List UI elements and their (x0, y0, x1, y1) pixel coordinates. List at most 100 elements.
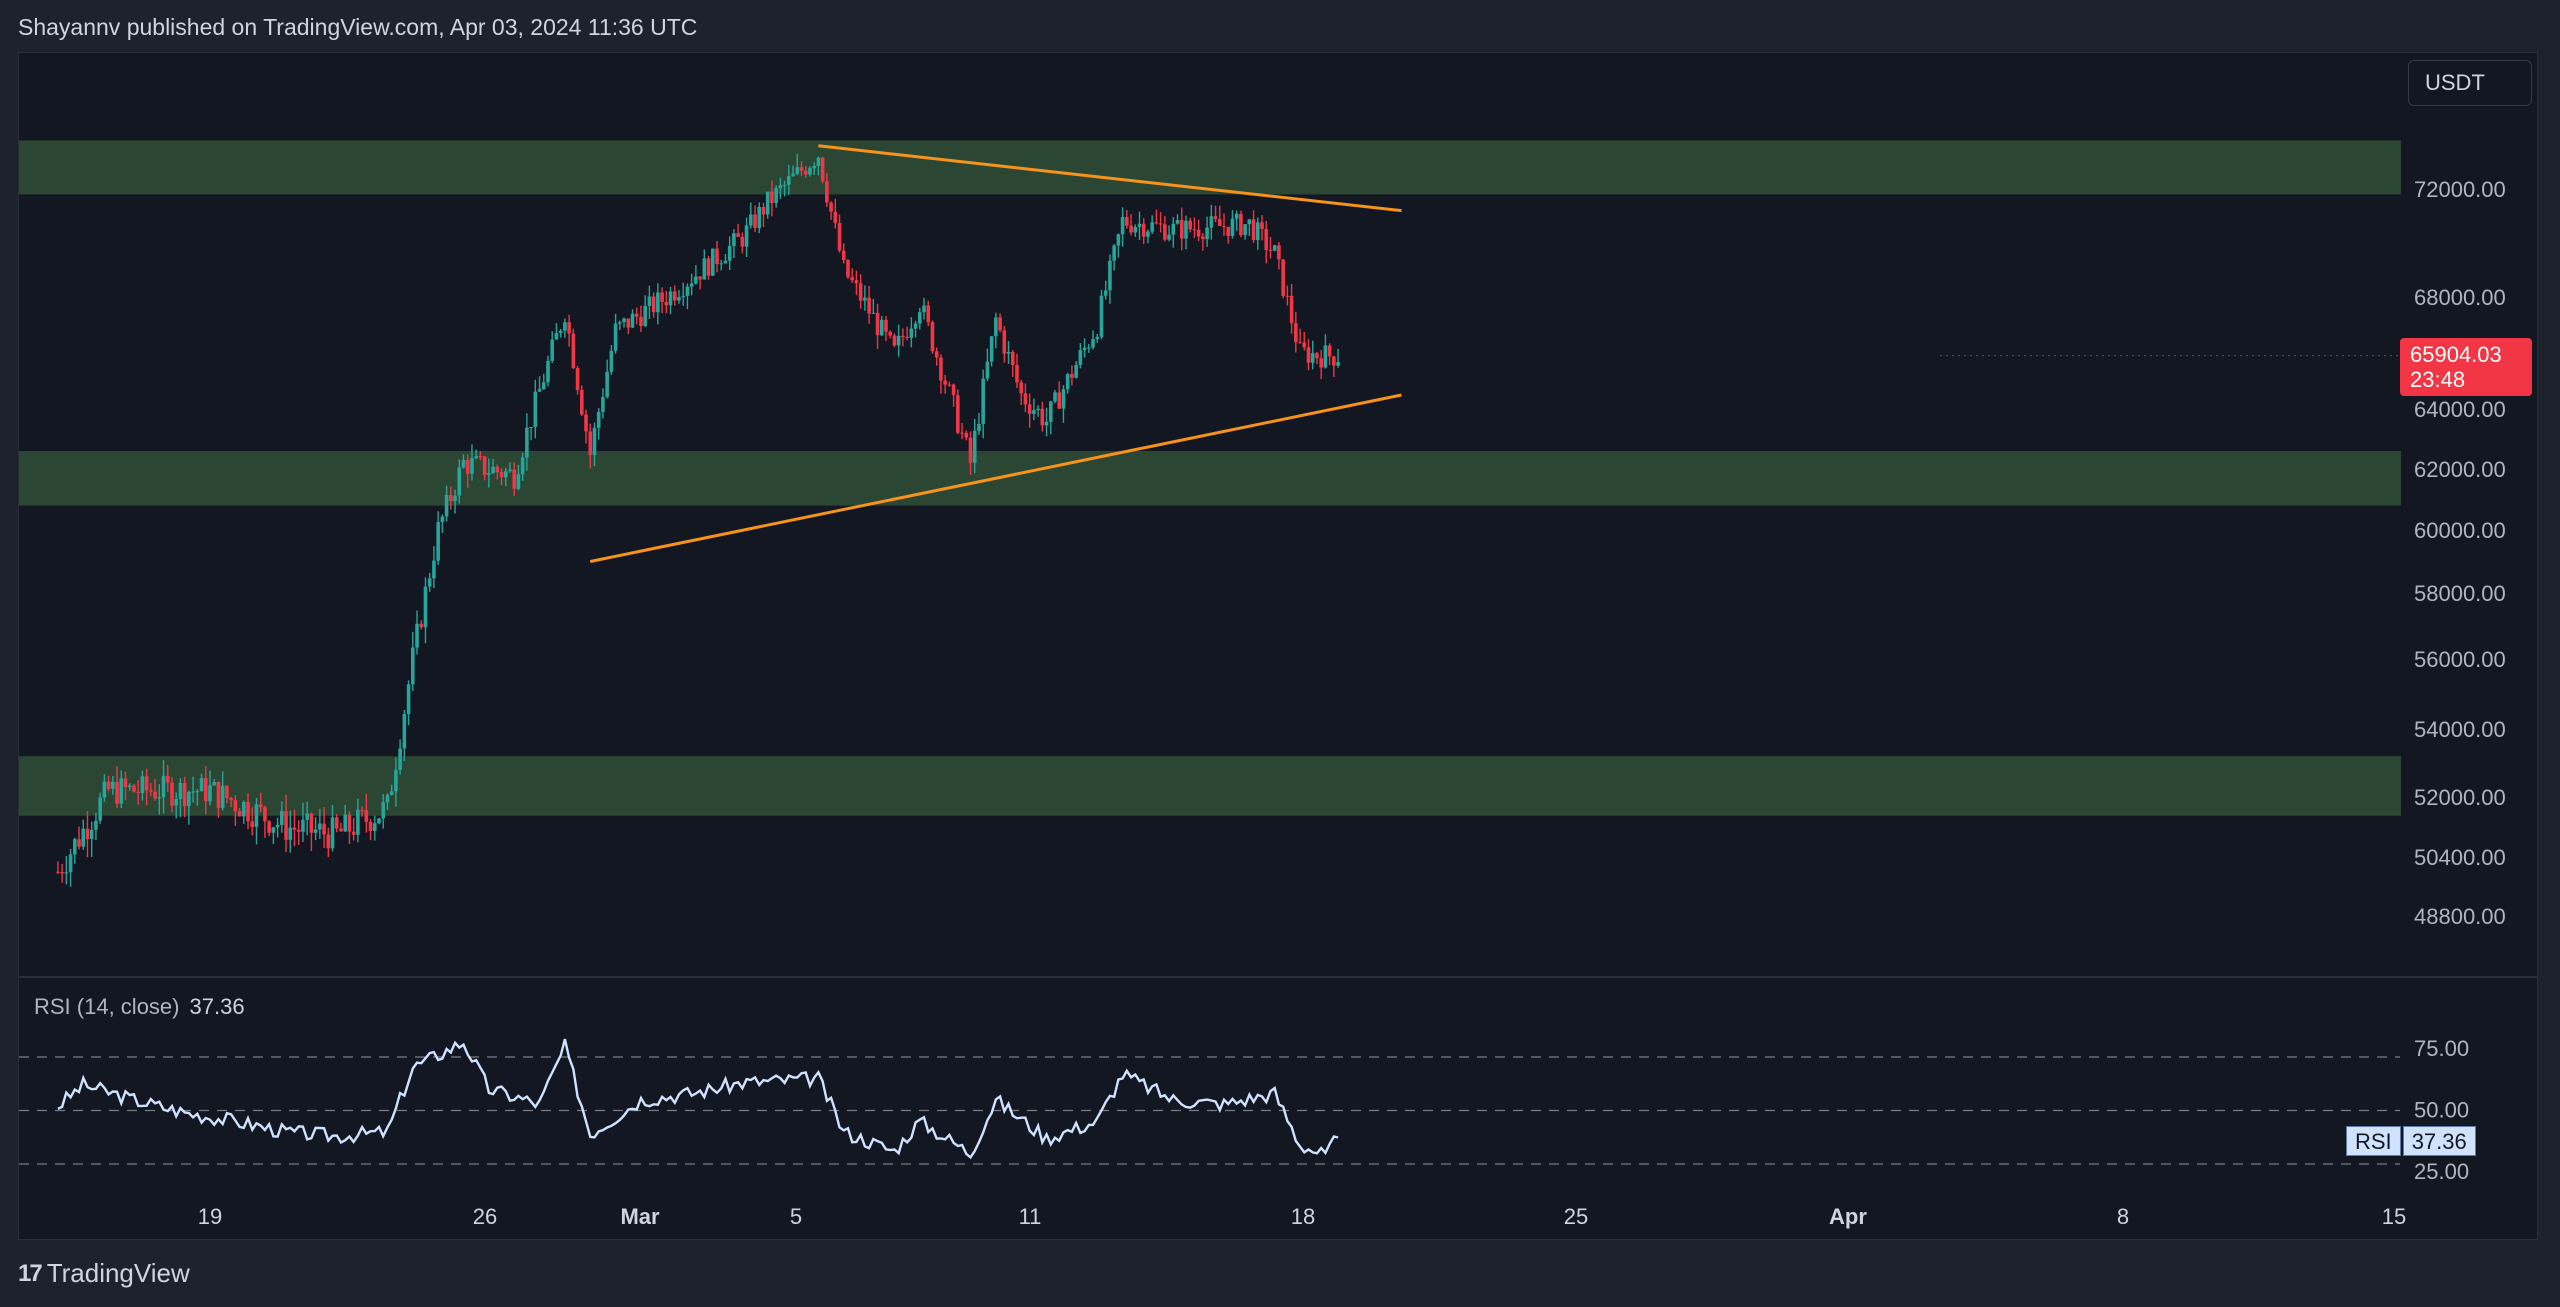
candle-body (394, 769, 398, 792)
candle-body (685, 286, 690, 296)
candle-body (1010, 351, 1015, 365)
candle-body (216, 781, 221, 808)
candle-body (280, 811, 284, 825)
candle-body (981, 378, 985, 424)
candle-body (1205, 227, 1209, 240)
candle-body (939, 357, 943, 381)
rsi-level-label: 50.00 (2414, 1098, 2469, 1123)
candle-body (212, 781, 217, 786)
publisher-caption: Shayannv published on TradingView.com, A… (18, 14, 698, 40)
candle-body (618, 322, 622, 324)
candle-body (537, 389, 542, 392)
candle-body (326, 834, 331, 849)
brand-name: TradingView (46, 1258, 190, 1288)
candle-body (884, 319, 888, 332)
candle-body (1281, 259, 1285, 296)
candle-body (170, 782, 174, 806)
candle-body (580, 389, 584, 415)
candle-body (144, 776, 149, 791)
rsi-title: RSI (14, close) (34, 994, 180, 1019)
candle-body (567, 322, 571, 334)
candle-body (165, 775, 170, 783)
candle-body (94, 820, 98, 830)
candle-body (892, 335, 897, 346)
trendline-lower (589, 393, 1402, 563)
tradingview-branding[interactable]: 17 TradingView (18, 1258, 190, 1289)
candle-body (529, 426, 533, 428)
candle-body (102, 781, 107, 798)
candle-body (558, 330, 563, 334)
candle-body (225, 785, 229, 799)
candle-body (1036, 408, 1040, 411)
candle-body (706, 258, 711, 276)
candle-body (1032, 410, 1036, 414)
candle-body (250, 821, 255, 827)
y-tick-label: 62000.00 (2414, 457, 2506, 482)
candle-body (495, 466, 500, 473)
candle-body (554, 333, 559, 340)
candle-body (808, 168, 812, 175)
candle-body (1268, 249, 1273, 251)
candle-body (546, 360, 550, 383)
candle-body (174, 799, 178, 806)
candle-body (774, 188, 778, 203)
candle-body (258, 804, 263, 808)
candle-body (803, 170, 808, 175)
candle-body (1323, 345, 1328, 368)
candle-body (799, 167, 804, 171)
candle-body (1070, 374, 1074, 378)
candle-body (639, 316, 643, 326)
candle-body (1201, 236, 1205, 240)
candle-body (111, 781, 115, 789)
candle-body (1099, 295, 1104, 337)
candle-body (972, 430, 977, 463)
candle-body (161, 775, 166, 798)
candle-body (660, 292, 664, 302)
candle-body (867, 297, 871, 314)
zone-0 (19, 140, 2401, 195)
candle-body (664, 301, 669, 306)
candle-body (909, 328, 914, 338)
candle-body (288, 827, 293, 840)
rsi-legend[interactable]: RSI (14, close) 37.36 (34, 994, 245, 1020)
zone-2 (19, 756, 2401, 816)
candle-body (601, 396, 605, 412)
candle-body (520, 457, 525, 475)
candle-body (875, 312, 880, 336)
candle-body (1234, 213, 1239, 219)
candle-body (854, 280, 859, 284)
y-tick-label: 72000.00 (2414, 177, 2506, 202)
candle-body (402, 714, 407, 749)
candle-body (787, 176, 791, 185)
candle-body (136, 791, 140, 793)
y-tick-label: 52000.00 (2414, 785, 2506, 810)
candle-body (782, 184, 787, 186)
candle-body (195, 791, 200, 793)
candle-body (1217, 219, 1222, 226)
candle-body (863, 297, 867, 301)
candle-body (672, 291, 677, 301)
candle-body (1188, 220, 1192, 230)
candle-body (263, 807, 267, 822)
last-price-tag: 65904.03 23:48 (2400, 338, 2532, 396)
candle-body (1226, 226, 1231, 236)
candle-body (1310, 353, 1315, 363)
candle-body (563, 322, 567, 331)
candle-body (761, 206, 766, 215)
candle-body (330, 817, 335, 849)
candle-body (1095, 336, 1100, 340)
candle-body (791, 173, 795, 177)
candle-body (723, 260, 728, 264)
candle-body (178, 782, 183, 800)
candle-body (584, 414, 588, 432)
candle-body (951, 384, 956, 396)
rsi-tag-value: 37.36 (2402, 1126, 2476, 1156)
candle-body (119, 778, 124, 804)
candle-body (1006, 351, 1011, 354)
candle-body (765, 191, 770, 215)
rsi-price-tag: RSI 37.36 (2346, 1126, 2476, 1156)
currency-selector[interactable]: USDT (2408, 60, 2532, 106)
candle-body (841, 250, 846, 261)
candle-body (1129, 225, 1133, 233)
